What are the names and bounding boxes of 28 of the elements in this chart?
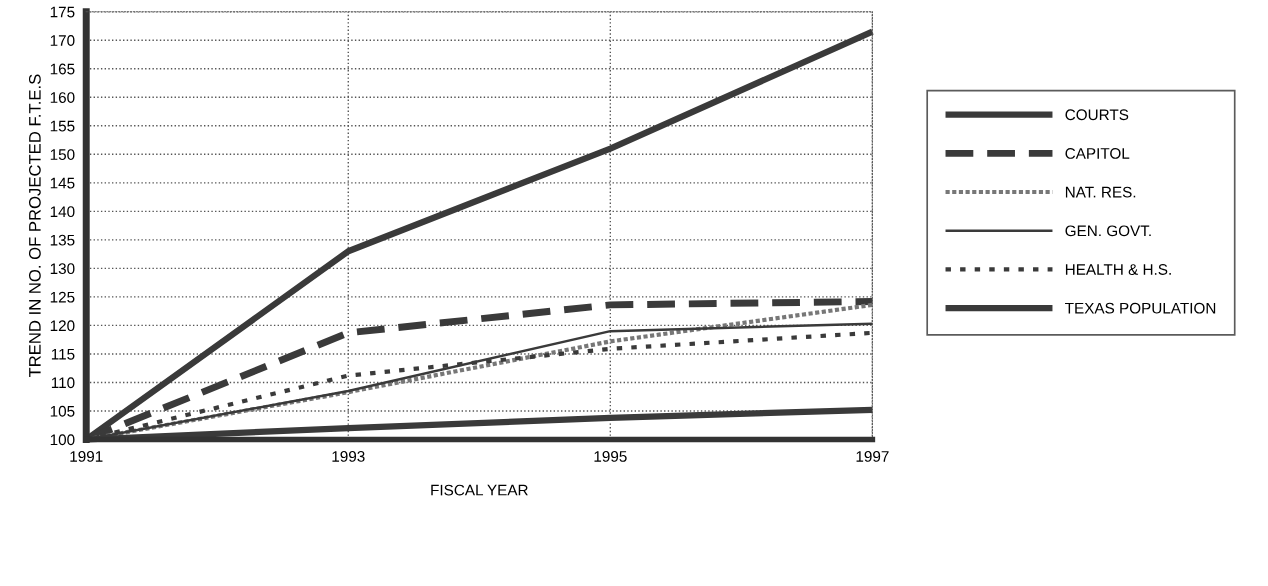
y-tick-label: 160 (50, 92, 75, 103)
y-tick-label: 135 (50, 234, 75, 246)
text: TEXAS POPULATION (1065, 302, 1216, 314)
y-tick-label: 120 (50, 320, 75, 332)
text: HEALTH & H.S. (1065, 264, 1171, 275)
y-tick-label: 115 (51, 348, 75, 360)
x-axis-title: FISCAL YEAR (431, 484, 528, 496)
y-tick-label: 105 (50, 405, 75, 417)
y-tick-label: 110 (51, 377, 75, 389)
y-axis-title: TREND IN NO. OF PROJECTED F.T.E.S (28, 74, 41, 378)
text: COURTS (1065, 109, 1129, 121)
x-tick-label: 1993 (332, 451, 365, 462)
y-tick-label: 155 (50, 120, 75, 132)
x-tick-label: 1997 (856, 451, 889, 462)
y-tick-label: 140 (50, 206, 75, 218)
text: GEN. GOVT. (1065, 225, 1151, 237)
x-tick-label: 1995 (594, 451, 627, 462)
y-tick-label: 165 (50, 63, 75, 75)
y-tick-label: 145 (50, 177, 75, 189)
text: CAPITOL (1065, 148, 1130, 159)
y-tick-label: 150 (50, 149, 75, 160)
y-tick-label: 130 (50, 263, 75, 275)
y-tick-label: 170 (50, 35, 75, 46)
y-tick-label: 175 (50, 6, 75, 18)
y-tick-label: 125 (50, 291, 75, 303)
y-tick-label: 100 (50, 434, 75, 446)
text: NAT. RES. (1065, 186, 1136, 198)
x-tick-label: 1991 (70, 451, 103, 462)
